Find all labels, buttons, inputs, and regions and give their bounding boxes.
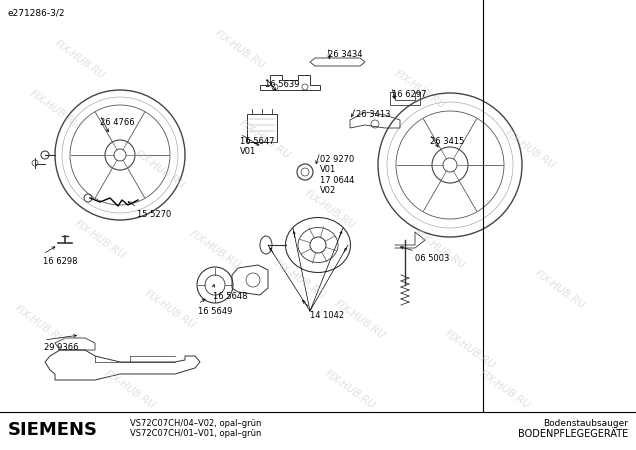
Bar [247,114,277,142]
Text: BODENPFLEGEGERÄTE: BODENPFLEGEGERÄTE [518,429,628,439]
Text: 29 9366: 29 9366 [44,343,78,352]
Text: FIX-HUB.RU: FIX-HUB.RU [322,369,377,411]
Text: FIX-HUB.RU: FIX-HUB.RU [443,329,497,371]
Text: 16 5649: 16 5649 [198,307,232,316]
Text: FIX-HUB.RU: FIX-HUB.RU [133,149,187,191]
Text: FIX-HUB.RU: FIX-HUB.RU [213,29,267,71]
Text: FIX-HUB.RU: FIX-HUB.RU [73,219,127,261]
Text: VS72C07CH/04–V02, opal–grün: VS72C07CH/04–V02, opal–grün [130,418,261,427]
Text: 26 3434: 26 3434 [328,50,363,59]
Text: FIX-HUB.RU: FIX-HUB.RU [303,189,357,231]
Text: 16 6298: 16 6298 [43,257,78,266]
Text: FIX-HUB.RU: FIX-HUB.RU [53,39,107,81]
Text: SIEMENS: SIEMENS [8,421,98,439]
Text: e271286-3/2: e271286-3/2 [8,8,66,17]
Text: 26 3415: 26 3415 [430,137,464,146]
Text: FIX-HUB.RU: FIX-HUB.RU [238,119,292,161]
Text: 15 5270: 15 5270 [137,210,171,219]
Text: FIX-HUB.RU: FIX-HUB.RU [393,69,447,111]
Text: 26 4766: 26 4766 [100,118,135,127]
Text: FIX-HUB.RU: FIX-HUB.RU [533,269,587,311]
Text: 02 9270
V01
17 0644
V02: 02 9270 V01 17 0644 V02 [320,155,354,195]
Text: 16 5647
V01: 16 5647 V01 [240,137,275,157]
Text: FIX-HUB.RU: FIX-HUB.RU [413,229,467,271]
Text: 16 5648: 16 5648 [213,292,247,301]
Text: FIX-HUB.RU: FIX-HUB.RU [273,259,328,301]
Text: Bodenstaubsauger: Bodenstaubsauger [543,418,628,427]
Text: VS72C07CH/01–V01, opal–grün: VS72C07CH/01–V01, opal–grün [130,429,261,438]
Text: FIX-HUB.RU: FIX-HUB.RU [13,304,67,346]
Text: FIX-HUB.RU: FIX-HUB.RU [103,369,157,411]
Text: 26 3413: 26 3413 [356,110,391,119]
Text: FIX-HUB.RU: FIX-HUB.RU [142,289,197,331]
Text: FIX-HUB.RU: FIX-HUB.RU [188,229,242,271]
Text: FIX-HUB.RU: FIX-HUB.RU [503,129,557,171]
Text: 16 6297: 16 6297 [392,90,427,99]
Text: FIX-HUB.RU: FIX-HUB.RU [28,89,82,131]
Text: 16 5639: 16 5639 [265,80,300,89]
Text: FIX-HUB.RU: FIX-HUB.RU [478,369,532,411]
Text: 14 1042: 14 1042 [310,311,344,320]
Text: FIX-HUB.RU: FIX-HUB.RU [333,299,387,341]
Text: 06 5003: 06 5003 [415,254,450,263]
